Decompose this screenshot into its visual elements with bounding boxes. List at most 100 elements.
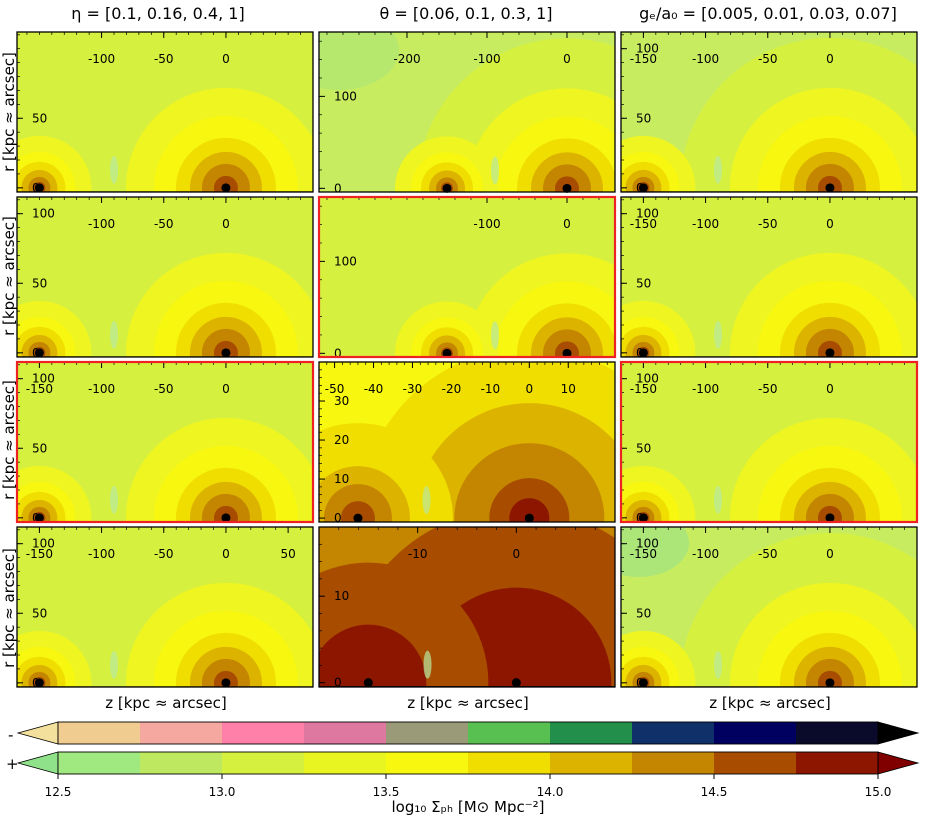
y-tick-label: 10	[334, 589, 349, 603]
colorbar-pos-segment	[140, 752, 223, 774]
panel-contours	[17, 362, 313, 522]
contour-saddle	[491, 156, 499, 185]
colorbar-neg-segment	[550, 722, 633, 744]
panel-frame	[620, 196, 918, 358]
x-tick-label: 0	[513, 547, 521, 561]
source-point	[34, 183, 44, 193]
colorbar-neg-segment	[304, 722, 387, 744]
x-tick-label: -50	[154, 52, 174, 66]
colorbar-neg-segment	[714, 722, 797, 744]
colorbar-label: log₁₀ Σₚₕ [M⊙ Mpc⁻²]	[391, 798, 544, 816]
y-tick-label: 0	[334, 346, 342, 360]
x-tick-label: -100	[473, 52, 500, 66]
source-point	[363, 678, 373, 688]
y-tick-label: 100	[334, 254, 357, 268]
colorbar-pos-segment	[550, 752, 633, 774]
panel-r4-c3: -150-100-500050100	[620, 526, 918, 690]
source-point	[638, 348, 648, 358]
contour-saddle	[110, 155, 119, 184]
y-tick-label: 100	[636, 537, 659, 551]
panel-r2-c1: -100-500050100	[16, 196, 314, 360]
y-tick-label: 10	[334, 472, 349, 486]
colorbar-negative	[16, 721, 920, 745]
x-axis-label-col-3: z [kpc ≈ arcsec]	[709, 694, 830, 712]
colorbar-neg-under-arrow	[16, 721, 59, 745]
colorbar-tick-label: 15.0	[865, 785, 892, 799]
panel-r1-c2: -200 -100 0 0 100	[318, 31, 616, 195]
x-tick-label: 0	[826, 382, 834, 396]
panel-frame	[16, 526, 314, 688]
colorbar: - + 12.5 13.0 13.5 14.0 14.5 15.0 log₁₀ Σₚₕ […	[6, 721, 920, 816]
x-tick-label: -150	[26, 382, 53, 396]
panel-contours	[621, 527, 917, 687]
panel-highlight-frame	[317, 195, 617, 359]
y-tick-label: 100	[32, 207, 55, 221]
panel-r3-c2: -50 -40 -30 -20 -10 0 10 0 10 20 30	[318, 361, 616, 525]
column-titles: η = [0.1, 0.16, 0.4, 1] θ = [0.06, 0.1, …	[71, 4, 897, 23]
panel-r4-c2: -10 0 0 10	[318, 526, 616, 690]
panel-frame	[620, 526, 918, 688]
colorbar-pos-segment	[714, 752, 797, 774]
colorbar-neg-segment	[58, 722, 141, 744]
contour-level-main	[509, 498, 550, 522]
x-axis-labels: z [kpc ≈ arcsec] z [kpc ≈ arcsec] z [kpc…	[105, 694, 830, 712]
colorbar-neg-segment	[386, 722, 469, 744]
colorbar-neg-segment	[222, 722, 305, 744]
x-tick-label: -100	[692, 52, 719, 66]
contour-level-secondary	[319, 624, 427, 687]
x-tick-label: -100	[88, 217, 115, 231]
source-point	[34, 678, 44, 688]
panel-r2-c2: -100 0 0 100	[317, 195, 617, 360]
contour-saddle	[110, 320, 119, 349]
x-axis-label-col-2: z [kpc ≈ arcsec]	[407, 694, 528, 712]
x-tick-label: 0	[826, 217, 834, 231]
y-tick-label: 50	[636, 441, 651, 455]
panel-contours	[319, 362, 615, 522]
x-tick-label: -100	[692, 217, 719, 231]
x-tick-label: -30	[403, 382, 423, 396]
y-tick-label: 0	[334, 181, 342, 195]
x-tick-label: -100	[88, 382, 115, 396]
panel-frame	[318, 31, 616, 193]
panel-ticks: -50 -40 -30 -20 -10 0 10 0 10 20 30	[318, 361, 616, 525]
x-tick-label: 0	[222, 217, 230, 231]
panel-frame	[318, 361, 616, 523]
colorbar-neg-segment	[632, 722, 715, 744]
y-tick-label: 100	[334, 89, 357, 103]
x-tick-label: -50	[758, 382, 778, 396]
contour-low	[621, 527, 689, 577]
colorbar-neg-outline	[57, 721, 879, 745]
panel-r2-c3: -150-100-500050100	[620, 196, 918, 360]
colorbar-tick-label: 13.0	[209, 785, 236, 799]
source-point	[825, 513, 835, 523]
x-axis-label-col-1: z [kpc ≈ arcsec]	[105, 694, 226, 712]
x-tick-label: 0	[222, 52, 230, 66]
x-tick-label: -150	[630, 52, 657, 66]
panel-contours	[17, 197, 313, 357]
x-tick-label: 0	[525, 382, 533, 396]
y-tick-label: 100	[32, 372, 55, 386]
column-title-2: θ = [0.06, 0.1, 0.3, 1]	[379, 4, 552, 23]
panel-contours	[319, 32, 615, 192]
source-point	[221, 678, 231, 688]
contour-low	[319, 32, 399, 90]
y-tick-label: 100	[32, 537, 55, 551]
contour-saddle	[422, 486, 431, 515]
source-point	[221, 183, 231, 193]
colorbar-pos-segment	[222, 752, 305, 774]
x-tick-label: -10	[481, 382, 501, 396]
panel-ticks: -100 0 0 100	[319, 197, 616, 360]
source-point	[34, 513, 44, 523]
x-tick-label: -150	[630, 547, 657, 561]
y-tick-label: 100	[636, 42, 659, 56]
x-tick-label: -50	[154, 547, 174, 561]
y-tick-label: 50	[32, 441, 47, 455]
x-tick-label: -100	[88, 547, 115, 561]
x-tick-label: -150	[630, 217, 657, 231]
panel-frame	[318, 526, 616, 688]
colorbar-neg-segment	[140, 722, 223, 744]
x-tick-label: -20	[442, 382, 462, 396]
column-title-3: gₑ/a₀ = [0.005, 0.01, 0.03, 0.07]	[639, 4, 897, 23]
colorbar-ticks: 12.5 13.0 13.5 14.0 14.5 15.0	[45, 774, 892, 799]
source-point	[562, 183, 572, 193]
